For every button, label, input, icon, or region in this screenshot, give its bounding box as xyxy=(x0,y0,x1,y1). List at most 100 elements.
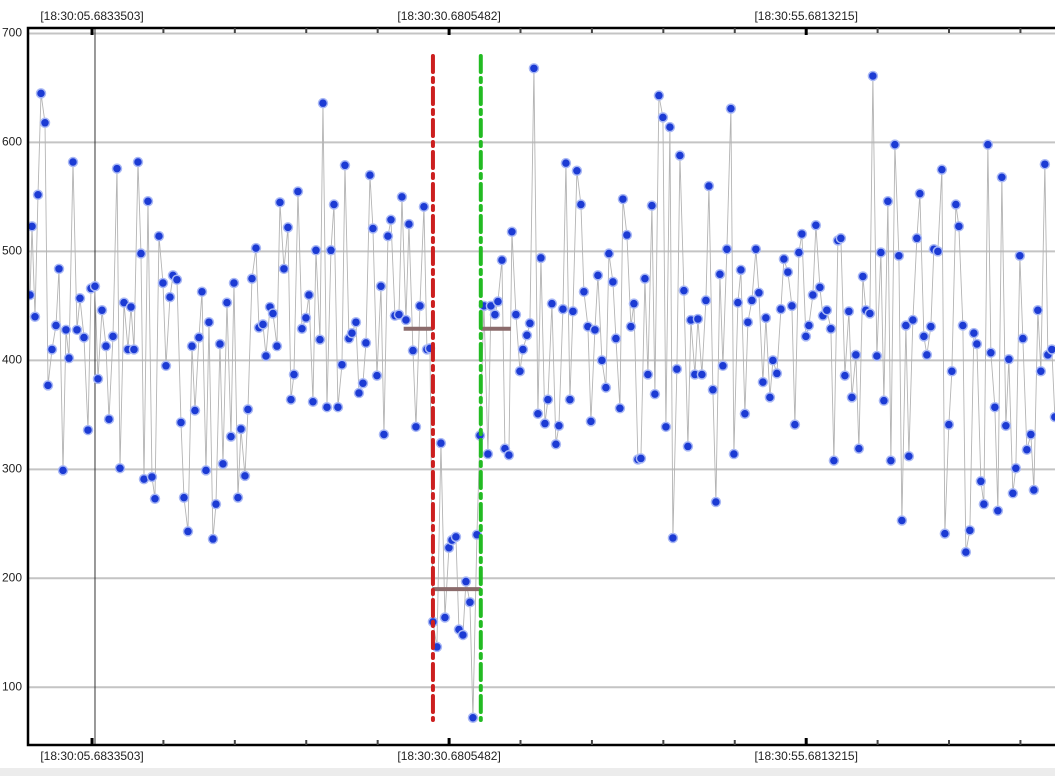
y-tick-label: 400 xyxy=(2,353,22,367)
data-point xyxy=(367,223,379,234)
data-point xyxy=(418,201,430,212)
data-point xyxy=(746,295,758,306)
data-point xyxy=(450,531,462,543)
data-point xyxy=(246,273,258,284)
data-point xyxy=(878,395,890,406)
data-point xyxy=(649,388,661,400)
data-point xyxy=(103,413,115,425)
data-point xyxy=(521,330,533,341)
data-point xyxy=(800,331,812,342)
data-point xyxy=(378,429,390,440)
data-point xyxy=(360,337,372,349)
data-point xyxy=(978,498,990,510)
data-point xyxy=(932,246,944,257)
data-point xyxy=(871,350,883,362)
data-point xyxy=(539,418,551,429)
data-point xyxy=(457,629,469,641)
data-point xyxy=(339,160,351,171)
data-point xyxy=(146,471,158,483)
data-point xyxy=(57,465,69,476)
data-point xyxy=(1046,344,1055,355)
data-point xyxy=(1025,429,1037,440)
y-tick-label: 200 xyxy=(2,570,22,584)
data-point xyxy=(228,277,240,289)
data-point xyxy=(182,526,194,537)
data-point xyxy=(657,112,669,123)
data-point xyxy=(100,340,112,352)
data-point xyxy=(292,186,304,197)
data-point xyxy=(496,254,508,266)
data-point xyxy=(982,139,994,150)
data-point xyxy=(78,332,90,343)
data-point xyxy=(32,189,44,200)
data-point xyxy=(267,308,279,319)
data-point xyxy=(439,612,451,623)
data-point xyxy=(1010,462,1022,474)
data-point xyxy=(132,156,144,168)
data-point xyxy=(149,493,161,504)
data-point xyxy=(314,334,326,345)
data-point xyxy=(157,277,169,289)
data-point xyxy=(332,401,344,413)
data-point xyxy=(560,157,572,169)
data-point xyxy=(807,289,819,301)
data-point xyxy=(186,340,198,352)
data-point xyxy=(939,528,951,539)
data-point xyxy=(589,324,601,336)
data-point xyxy=(950,199,962,210)
data-point xyxy=(225,431,237,442)
data-point xyxy=(250,242,262,254)
data-point xyxy=(989,401,1001,413)
data-point xyxy=(232,492,244,503)
data-point xyxy=(196,286,208,297)
data-point xyxy=(853,443,865,454)
data-point xyxy=(889,139,901,150)
data-point xyxy=(175,417,187,428)
data-point xyxy=(1032,304,1044,316)
data-point xyxy=(303,289,315,301)
data-point xyxy=(900,320,912,331)
data-point xyxy=(610,333,622,344)
data-point xyxy=(653,90,665,101)
data-point xyxy=(346,327,358,339)
data-point xyxy=(674,150,686,161)
data-point xyxy=(753,287,765,299)
data-point xyxy=(575,199,587,210)
data-point xyxy=(596,355,608,366)
data-point xyxy=(282,222,294,233)
data-point xyxy=(285,394,297,405)
data-point xyxy=(642,369,654,380)
data-point xyxy=(778,253,790,265)
data-point xyxy=(528,63,540,74)
data-point xyxy=(757,376,769,388)
data-point xyxy=(235,423,247,435)
data-point xyxy=(288,369,300,380)
data-point xyxy=(375,281,387,292)
data-point xyxy=(510,309,522,320)
data-point xyxy=(921,349,933,361)
data-point xyxy=(46,344,58,355)
data-point xyxy=(514,365,526,377)
data-point xyxy=(789,419,801,430)
data-point xyxy=(925,321,937,332)
data-point xyxy=(1000,420,1012,431)
data-point xyxy=(810,219,822,231)
data-point xyxy=(725,103,737,114)
data-point xyxy=(796,228,808,240)
data-point xyxy=(193,332,205,343)
data-point xyxy=(896,515,908,526)
data-point xyxy=(353,387,365,399)
data-point xyxy=(207,533,219,545)
data-point xyxy=(943,419,955,430)
x-tick-label: [18:30:05.6833503] xyxy=(40,749,143,763)
data-point xyxy=(278,263,290,275)
data-point xyxy=(107,331,119,342)
data-point xyxy=(885,455,897,466)
data-point xyxy=(257,319,269,330)
data-point xyxy=(142,196,154,207)
data-point xyxy=(985,347,997,358)
data-point xyxy=(603,248,615,259)
data-point xyxy=(782,266,794,278)
x-tick-label: [18:30:05.6833503] xyxy=(40,9,143,23)
data-point xyxy=(1039,158,1051,170)
